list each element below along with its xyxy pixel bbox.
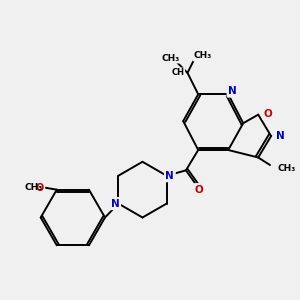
Text: CH₃: CH₃ [25,183,43,192]
Text: CH₃: CH₃ [278,164,296,173]
Text: CH₃: CH₃ [194,51,211,60]
Text: CH: CH [171,68,184,77]
Text: CH₃: CH₃ [161,54,179,63]
Text: N: N [166,171,174,181]
Text: N: N [111,199,119,208]
Text: O: O [35,182,44,193]
Text: O: O [194,184,203,195]
Text: N: N [228,86,237,96]
Text: N: N [276,131,285,141]
Text: O: O [263,109,272,118]
